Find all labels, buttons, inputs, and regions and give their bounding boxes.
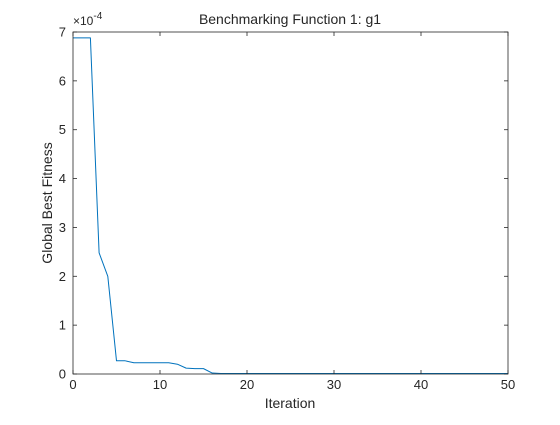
x-axis-label: Iteration: [265, 395, 316, 411]
y-exponent-label: ×10-4: [73, 11, 103, 28]
y-tick-label: 7: [59, 25, 66, 40]
y-tick-label: 0: [59, 367, 66, 382]
y-tick-label: 3: [59, 220, 66, 235]
y-axis-label: Global Best Fitness: [39, 142, 55, 263]
y-tick-label: 5: [59, 122, 66, 137]
y-tick-label: 2: [59, 269, 66, 284]
x-tick-label: 40: [414, 377, 428, 392]
x-tick-label: 30: [327, 377, 341, 392]
y-tick-label: 6: [59, 73, 66, 88]
y-exponent-base: ×10: [73, 14, 94, 28]
x-tick-label: 10: [153, 377, 167, 392]
y-exponent-power: -4: [93, 11, 102, 22]
x-tick-label: 0: [69, 377, 76, 392]
plot-area-background: [73, 32, 508, 374]
y-tick-label: 4: [59, 171, 66, 186]
x-tick-label: 20: [240, 377, 254, 392]
x-tick-label: 50: [501, 377, 515, 392]
chart-title: Benchmarking Function 1: g1: [199, 11, 381, 27]
y-tick-label: 1: [59, 318, 66, 333]
